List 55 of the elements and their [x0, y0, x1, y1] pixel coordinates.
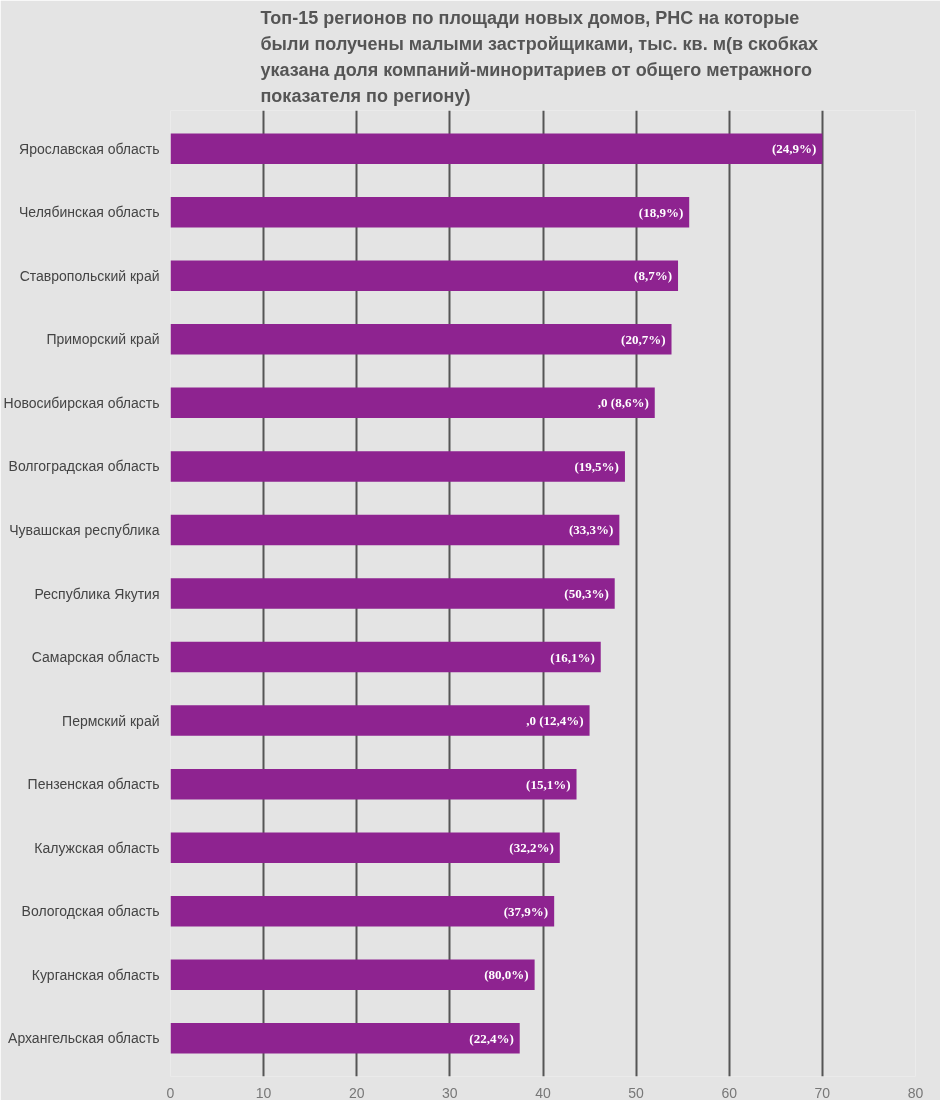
y-tick-label: Ярославская область: [19, 140, 160, 157]
annotation: (33,3%): [568, 522, 614, 538]
y-tick-label: Самарская область: [31, 649, 160, 666]
bar: [170, 959, 535, 991]
bar: [170, 832, 560, 863]
bar: [170, 260, 679, 291]
annotation: (80,0%): [484, 967, 529, 983]
y-tick-label: Приморский край: [46, 331, 160, 348]
annotation: (19,5%): [574, 458, 619, 474]
annotation: (50,3%): [564, 586, 609, 601]
bar: [170, 1023, 520, 1054]
annotation: ,0 (12,4%): [526, 713, 584, 729]
bar: [170, 133, 823, 164]
x-tick-label: 0: [166, 1084, 175, 1101]
y-tick-label: Пермский край: [62, 712, 160, 729]
annotation: (37,9%): [503, 903, 549, 919]
x-tick-label: 70: [814, 1084, 831, 1101]
y-tick-label: Челябинская область: [19, 204, 160, 221]
x-tick-label: 40: [535, 1084, 551, 1101]
annotation: ,0 (8,6%): [597, 395, 649, 411]
annotation: (32,2%): [509, 840, 554, 856]
bar: [170, 705, 590, 736]
chart-title: Топ-15 регионов по площади новых домов, РНС на которые были получены малыми застройщиками, тыс. кв. м(в скобках указана доля компаний-миноритариев от общего метражного показателя по региону): [260, 7, 818, 106]
y-tick-label: Чувашская республика: [9, 521, 160, 538]
x-tick-label: 50: [628, 1084, 645, 1101]
y-tick-label: Курганская область: [31, 966, 160, 983]
annotation: (22,4%): [469, 1030, 514, 1046]
y-tick-label: Пензенская область: [27, 776, 160, 793]
bar: [170, 578, 615, 609]
annotation: (16,1%): [550, 649, 595, 665]
y-tick-label: Калужская область: [34, 839, 160, 856]
annotation: (18,9%): [638, 204, 684, 220]
bar: [170, 768, 577, 800]
bar: [170, 387, 655, 419]
annotation: (8,7%): [634, 268, 673, 284]
y-tick-label: Волгоградская область: [8, 458, 160, 475]
x-tick-label: 80: [907, 1084, 924, 1101]
bar: [170, 896, 555, 927]
annotation: (24,9%): [771, 141, 817, 157]
x-tick-label: 20: [348, 1084, 365, 1101]
x-tick-label: 10: [255, 1084, 272, 1101]
y-tick-label: Республика Якутия: [34, 585, 160, 602]
x-tick-label: 60: [721, 1084, 738, 1101]
y-tick-label: Новосибирская область: [3, 394, 160, 411]
bar: [170, 324, 672, 355]
bar: [170, 641, 601, 673]
y-tick-label: Вологодская область: [21, 903, 160, 920]
x-tick-label: 30: [442, 1084, 458, 1101]
annotation: (15,1%): [526, 776, 571, 792]
y-tick-label: Ставропольский край: [19, 267, 160, 284]
bar: [170, 196, 690, 228]
bar: [170, 514, 620, 546]
y-tick-label: Архангельская область: [8, 1030, 160, 1047]
annotation: (20,7%): [621, 331, 666, 347]
bar: [170, 451, 625, 482]
